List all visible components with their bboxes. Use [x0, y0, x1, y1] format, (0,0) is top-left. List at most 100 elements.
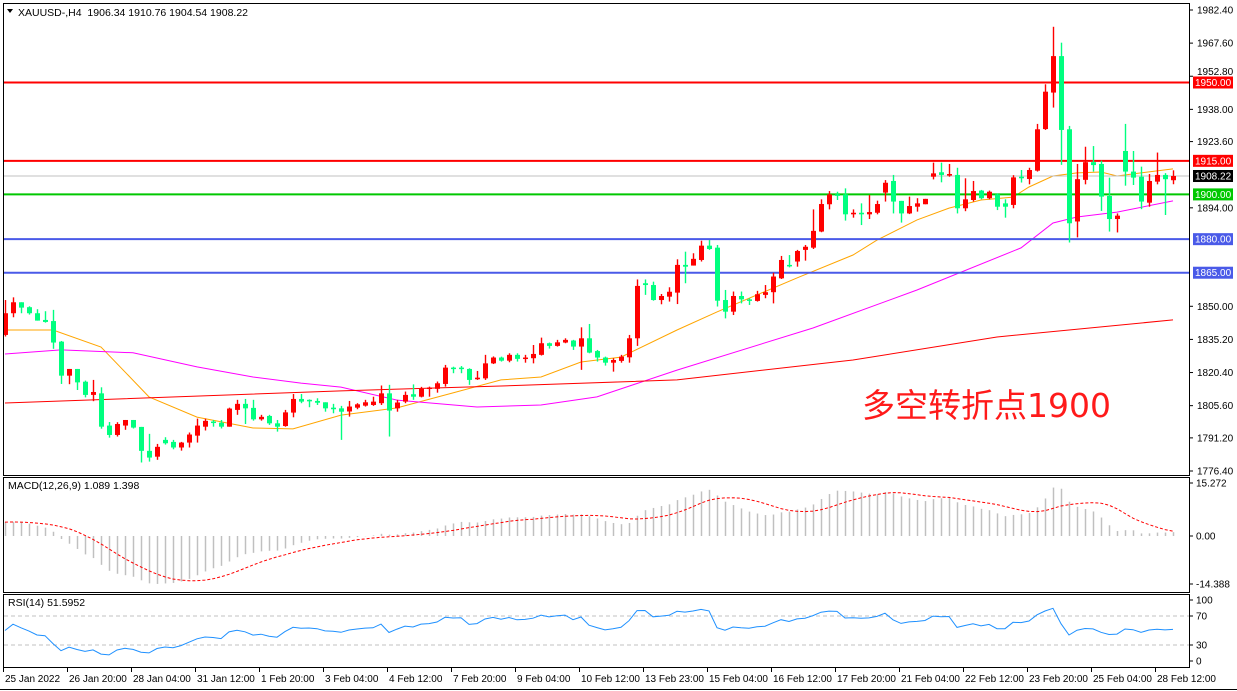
candle-body[interactable]: [739, 295, 744, 300]
candle-body[interactable]: [1123, 150, 1128, 172]
candle-body[interactable]: [267, 415, 272, 424]
candle-body[interactable]: [955, 174, 960, 209]
candle-body[interactable]: [635, 285, 640, 339]
candle-body[interactable]: [11, 302, 16, 314]
candle-body[interactable]: [275, 423, 280, 427]
candle-body[interactable]: [43, 319, 48, 322]
candle-body[interactable]: [235, 403, 240, 410]
candle-body[interactable]: [355, 404, 360, 408]
candle-body[interactable]: [147, 450, 152, 458]
candle-body[interactable]: [515, 354, 520, 359]
candle-body[interactable]: [203, 420, 208, 427]
candle-body[interactable]: [283, 412, 288, 427]
candle-body[interactable]: [99, 393, 104, 427]
candle-body[interactable]: [1051, 56, 1056, 93]
candle-body[interactable]: [1139, 176, 1144, 202]
candle-body[interactable]: [259, 416, 264, 420]
candle-body[interactable]: [731, 295, 736, 312]
candle-body[interactable]: [899, 200, 904, 214]
candle-body[interactable]: [531, 353, 536, 359]
candle-body[interactable]: [339, 408, 344, 412]
candle-body[interactable]: [35, 313, 40, 321]
candle-body[interactable]: [667, 291, 672, 297]
candle-body[interactable]: [939, 172, 944, 175]
candle-body[interactable]: [1043, 91, 1048, 130]
candle-body[interactable]: [499, 357, 504, 361]
candle-body[interactable]: [875, 204, 880, 213]
candle-body[interactable]: [699, 245, 704, 260]
candle-body[interactable]: [155, 446, 160, 457]
candle-body[interactable]: [1003, 203, 1008, 207]
candle-body[interactable]: [883, 182, 888, 193]
candle-body[interactable]: [675, 264, 680, 293]
candle-body[interactable]: [891, 180, 896, 202]
candle-body[interactable]: [91, 392, 96, 395]
candle-body[interactable]: [451, 367, 456, 370]
candle-body[interactable]: [507, 354, 512, 361]
candle-body[interactable]: [931, 173, 936, 177]
candle-body[interactable]: [947, 174, 952, 176]
candle-body[interactable]: [483, 363, 488, 379]
candle-body[interactable]: [459, 367, 464, 370]
candle-body[interactable]: [411, 394, 416, 397]
candle-body[interactable]: [1027, 170, 1032, 179]
candle-body[interactable]: [187, 434, 192, 443]
candle-body[interactable]: [795, 251, 800, 262]
candle-body[interactable]: [611, 360, 616, 363]
candle-body[interactable]: [563, 339, 568, 343]
candle-body[interactable]: [987, 191, 992, 199]
candle-body[interactable]: [747, 299, 752, 301]
candle-body[interactable]: [963, 199, 968, 209]
macd-panel[interactable]: [4, 487, 1175, 584]
candle-body[interactable]: [123, 419, 128, 426]
candle-body[interactable]: [1059, 56, 1064, 130]
candle-body[interactable]: [307, 399, 312, 402]
candle-body[interactable]: [915, 203, 920, 207]
candle-body[interactable]: [171, 441, 176, 448]
candle-body[interactable]: [131, 419, 136, 428]
candle-body[interactable]: [371, 401, 376, 405]
candle-body[interactable]: [859, 212, 864, 215]
candle-body[interactable]: [387, 393, 392, 411]
candle-body[interactable]: [331, 407, 336, 410]
candle-body[interactable]: [139, 426, 144, 451]
candle-body[interactable]: [211, 421, 216, 424]
candle-body[interactable]: [659, 295, 664, 301]
candle-body[interactable]: [819, 204, 824, 232]
candle-body[interactable]: [163, 439, 168, 444]
candle-body[interactable]: [1131, 171, 1136, 178]
candle-body[interactable]: [971, 191, 976, 200]
candle-body[interactable]: [379, 393, 384, 404]
candle-body[interactable]: [539, 343, 544, 355]
candle-body[interactable]: [851, 212, 856, 215]
candle-body[interactable]: [59, 341, 64, 376]
candle-body[interactable]: [1107, 195, 1112, 220]
candle-body[interactable]: [251, 407, 256, 420]
candle-body[interactable]: [299, 398, 304, 402]
candle-body[interactable]: [195, 425, 200, 436]
candle-body[interactable]: [579, 338, 584, 347]
candle-body[interactable]: [51, 321, 56, 343]
rsi-panel[interactable]: [4, 607, 1189, 656]
candle-body[interactable]: [1067, 129, 1072, 224]
candle-body[interactable]: [491, 357, 496, 364]
price-panel[interactable]: [3, 26, 1189, 463]
candle-body[interactable]: [691, 258, 696, 266]
candle-body[interactable]: [75, 368, 80, 383]
candle-body[interactable]: [179, 442, 184, 448]
candle-body[interactable]: [643, 283, 648, 286]
candle-body[interactable]: [571, 340, 576, 347]
candle-body[interactable]: [467, 368, 472, 380]
candle-body[interactable]: [827, 194, 832, 205]
candle-body[interactable]: [779, 259, 784, 279]
candle-body[interactable]: [419, 388, 424, 397]
candle-body[interactable]: [115, 424, 120, 435]
candle-body[interactable]: [627, 338, 632, 358]
candle-body[interactable]: [763, 292, 768, 295]
candle-body[interactable]: [547, 343, 552, 346]
candle-body[interactable]: [867, 212, 872, 215]
candle-body[interactable]: [1115, 215, 1120, 220]
candle-body[interactable]: [403, 394, 408, 402]
candle-body[interactable]: [651, 285, 656, 301]
